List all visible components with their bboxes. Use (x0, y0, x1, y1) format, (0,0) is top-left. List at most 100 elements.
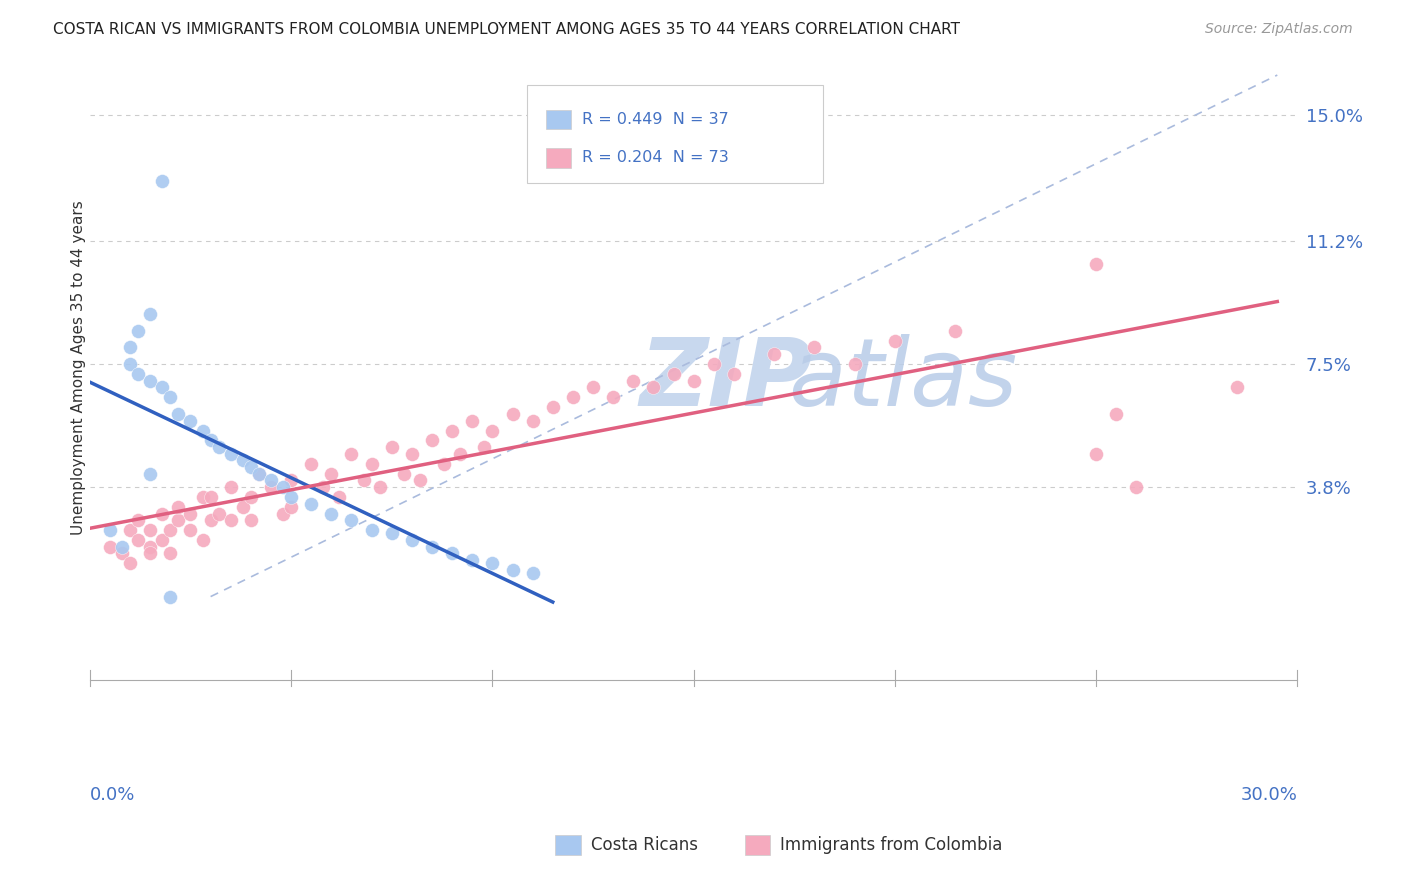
Point (401, 533, 423, 548)
Text: Immigrants from Colombia: Immigrants from Colombia (780, 836, 1002, 854)
Point (150, 507, 173, 521)
Point (502, 563, 524, 577)
Point (150, 174, 173, 188)
Point (401, 447, 423, 461)
Text: COSTA RICAN VS IMMIGRANTS FROM COLOMBIA UNEMPLOYMENT AMONG AGES 35 TO 44 YEARS C: COSTA RICAN VS IMMIGRANTS FROM COLOMBIA … (53, 22, 960, 37)
Y-axis label: Unemployment Among Ages 35 to 44 years: Unemployment Among Ages 35 to 44 years (72, 200, 86, 535)
Point (139, 523, 162, 537)
Point (232, 453, 254, 467)
Point (260, 473, 283, 487)
Point (239, 490, 262, 504)
Point (472, 440, 495, 454)
Point (120, 557, 142, 571)
Point (127, 324, 149, 338)
Point (723, 367, 745, 381)
Point (208, 440, 231, 454)
Point (449, 447, 471, 461)
Point (200, 490, 222, 504)
Point (441, 546, 464, 560)
Point (803, 341, 825, 355)
Point (191, 490, 214, 504)
Point (502, 407, 524, 421)
Point (139, 467, 162, 481)
Point (643, 380, 665, 394)
Point (179, 413, 201, 427)
Point (159, 390, 181, 404)
Point (280, 473, 302, 487)
Point (208, 507, 231, 521)
Point (191, 424, 214, 438)
Point (682, 374, 704, 388)
Point (167, 407, 190, 421)
Text: R = 0.204  N = 73: R = 0.204 N = 73 (582, 151, 728, 165)
Point (127, 513, 149, 527)
Point (340, 513, 363, 527)
Point (299, 457, 322, 471)
Point (433, 457, 456, 471)
Point (368, 480, 391, 494)
Point (219, 480, 242, 494)
Text: 30.0%: 30.0% (1240, 786, 1298, 804)
Point (247, 467, 270, 481)
Point (280, 500, 302, 514)
Point (381, 526, 404, 541)
Point (420, 434, 443, 448)
Point (159, 546, 181, 560)
Point (1085, 447, 1108, 461)
Point (883, 334, 905, 348)
Point (541, 401, 564, 415)
Point (280, 490, 302, 504)
Text: 0.0%: 0.0% (90, 786, 135, 804)
Point (159, 590, 181, 604)
Point (150, 380, 173, 394)
Point (582, 380, 605, 394)
Text: R = 0.449  N = 37: R = 0.449 N = 37 (582, 112, 728, 127)
Point (312, 480, 335, 494)
Point (120, 523, 142, 537)
Point (360, 457, 382, 471)
Point (98, 540, 121, 554)
Point (461, 553, 484, 567)
Point (139, 374, 162, 388)
Point (481, 557, 503, 571)
Point (461, 413, 484, 427)
Point (360, 523, 382, 537)
Point (127, 367, 149, 381)
Point (232, 500, 254, 514)
Point (260, 480, 283, 494)
Point (1105, 407, 1128, 421)
Text: Source: ZipAtlas.com: Source: ZipAtlas.com (1205, 22, 1353, 37)
Point (271, 480, 294, 494)
Point (299, 497, 322, 511)
Point (167, 500, 190, 514)
Point (111, 546, 134, 560)
Point (239, 513, 262, 527)
Point (191, 533, 214, 548)
Point (602, 390, 624, 404)
Point (200, 434, 222, 448)
Point (321, 467, 343, 481)
Point (321, 507, 343, 521)
Point (127, 533, 149, 548)
Text: ZIP: ZIP (640, 334, 813, 425)
Point (522, 413, 544, 427)
Point (1226, 380, 1249, 394)
Point (844, 357, 866, 371)
Point (381, 440, 404, 454)
Point (943, 324, 966, 338)
Point (239, 460, 262, 475)
Point (111, 540, 134, 554)
Point (139, 307, 162, 321)
Point (98, 523, 121, 537)
Point (159, 523, 181, 537)
Point (441, 424, 464, 438)
Point (763, 347, 786, 361)
Point (392, 467, 415, 481)
Text: Costa Ricans: Costa Ricans (591, 836, 697, 854)
Point (522, 566, 544, 581)
Point (662, 367, 685, 381)
Point (219, 447, 242, 461)
Point (139, 540, 162, 554)
Point (179, 507, 201, 521)
Point (271, 507, 294, 521)
